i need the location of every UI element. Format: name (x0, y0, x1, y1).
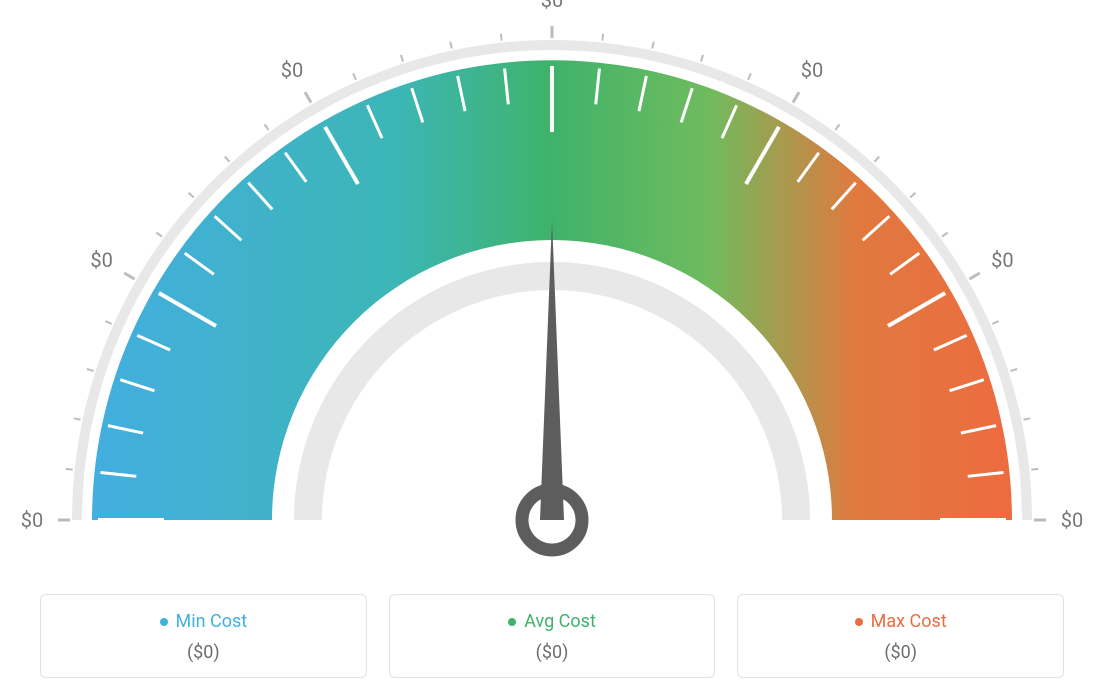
legend-value: ($0) (400, 642, 705, 663)
dot-icon (855, 618, 863, 626)
gauge-chart: $0 $0 $0 $0 $0 $0 $0 Min Cost ($0) Avg Cost ($… (0, 0, 1104, 690)
legend-value: ($0) (51, 642, 356, 663)
legend-label: Avg Cost (524, 611, 596, 632)
gauge-tick-label: $0 (21, 508, 43, 532)
dot-icon (160, 618, 168, 626)
legend-title-max: Max Cost (855, 611, 947, 632)
gauge-tick-label: $0 (801, 58, 823, 82)
legend-title-min: Min Cost (160, 611, 248, 632)
legend-title-avg: Avg Cost (508, 611, 596, 632)
gauge-tick-label: $0 (90, 248, 112, 272)
gauge-area: $0 $0 $0 $0 $0 $0 $0 (0, 0, 1104, 550)
gauge-tick-label: $0 (991, 248, 1013, 272)
gauge-tick-label: $0 (541, 0, 563, 12)
dot-icon (508, 618, 516, 626)
legend-card-max: Max Cost ($0) (737, 594, 1064, 679)
legend-value: ($0) (748, 642, 1053, 663)
legend-card-min: Min Cost ($0) (40, 594, 367, 679)
gauge-tick-label: $0 (281, 58, 303, 82)
gauge-svg (0, 0, 1104, 560)
legend-label: Min Cost (176, 611, 248, 632)
legend-card-avg: Avg Cost ($0) (389, 594, 716, 679)
legend-label: Max Cost (871, 611, 947, 632)
legend-row: Min Cost ($0) Avg Cost ($0) Max Cost ($0… (40, 594, 1064, 679)
gauge-tick-label: $0 (1061, 508, 1083, 532)
